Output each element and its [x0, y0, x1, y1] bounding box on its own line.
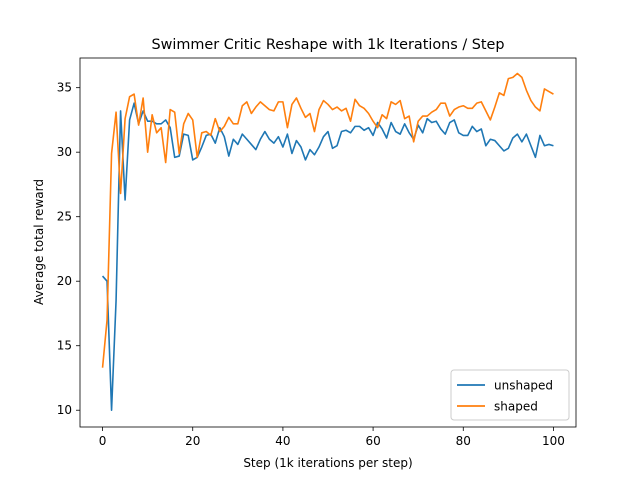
x-tick-label: 20: [185, 434, 200, 448]
y-tick-label: 25: [57, 210, 72, 224]
legend-label-unshaped: unshaped: [494, 379, 553, 393]
series-lines: [101, 72, 554, 412]
y-tick-label: 30: [57, 145, 72, 159]
series-line-shaped: [101, 72, 554, 368]
plot-frame: [79, 57, 577, 428]
x-axis-ticks: 0 20 40 60 80 100: [99, 427, 565, 448]
y-axis-label: Average total reward: [32, 179, 46, 305]
legend: unshaped shaped: [450, 369, 570, 421]
y-tick-label: 15: [57, 339, 72, 353]
y-axis-ticks: 10 15 20 25 30 35: [57, 81, 80, 417]
series-line-unshaped: [101, 102, 554, 412]
x-axis-label: Step (1k iterations per step): [243, 456, 412, 470]
legend-label-shaped: shaped: [494, 400, 538, 414]
y-tick-label: 35: [57, 81, 72, 95]
x-tick-label: 80: [456, 434, 471, 448]
x-tick-label: 0: [99, 434, 107, 448]
chart-title: Swimmer Critic Reshape with 1k Iteration…: [151, 37, 504, 53]
legend-box: [450, 369, 570, 421]
x-tick-label: 60: [365, 434, 380, 448]
y-tick-label: 10: [57, 403, 72, 417]
y-tick-label: 20: [57, 274, 72, 288]
x-tick-label: 40: [275, 434, 290, 448]
x-tick-label: 100: [542, 434, 565, 448]
